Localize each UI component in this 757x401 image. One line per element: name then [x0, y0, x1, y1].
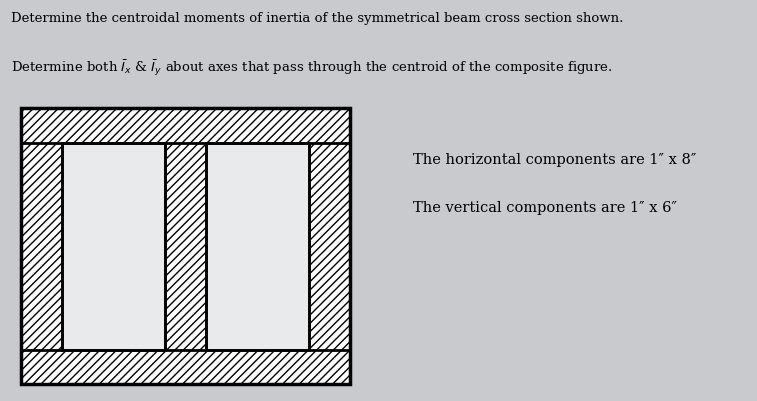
Text: Determine both $\bar{I}_x$ & $\bar{I}_y$ about axes that pass through the centro: Determine both $\bar{I}_x$ & $\bar{I}_y$… — [11, 58, 613, 78]
Bar — [62, 143, 165, 350]
Text: The vertical components are 1″ x 6″: The vertical components are 1″ x 6″ — [413, 200, 677, 215]
Text: The horizontal components are 1″ x 8″: The horizontal components are 1″ x 8″ — [413, 152, 696, 166]
Bar — [206, 143, 309, 350]
Text: Determine the centroidal moments of inertia of the symmetrical beam cross sectio: Determine the centroidal moments of iner… — [11, 12, 624, 25]
